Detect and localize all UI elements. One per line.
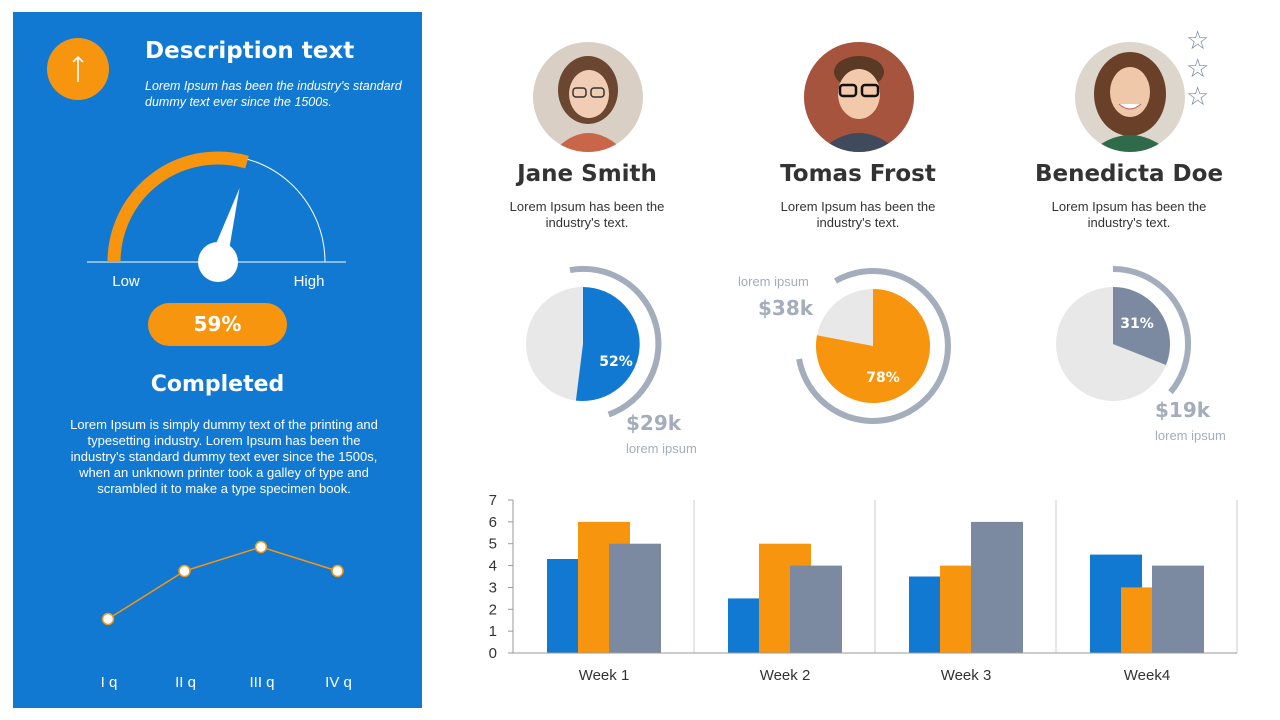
- star-outline-icon: ☆: [1186, 81, 1210, 111]
- x-tick-label: Week 2: [760, 667, 811, 684]
- person-name: Benedicta Doe: [1034, 161, 1224, 187]
- pie-slice: [815, 289, 930, 403]
- y-tick-label: 1: [489, 623, 497, 640]
- bar: [609, 543, 661, 653]
- y-tick-label: 5: [489, 536, 497, 553]
- y-tick-label: 6: [489, 514, 497, 531]
- avatar-tomas-frost: [804, 42, 914, 152]
- star-outline-icon: ☆: [1186, 53, 1210, 83]
- pie-percent-label: 31%: [1120, 316, 1154, 332]
- panel-body-text: Lorem Ipsum is simply dummy text of the …: [70, 417, 378, 496]
- line-point: [101, 612, 115, 626]
- y-tick-label: 2: [489, 601, 497, 618]
- person-name: Jane Smith: [517, 161, 657, 187]
- money-caption: lorem ipsum: [738, 274, 809, 289]
- y-tick-label: 3: [489, 579, 497, 596]
- pie-chart-tomas-frost: 78%: [796, 268, 951, 424]
- panel-title: Description text: [145, 38, 355, 64]
- gauge-high-label: High: [294, 273, 325, 290]
- x-tick-label: I q: [101, 674, 118, 691]
- panel-subtitle: Lorem Ipsum has been the industry's stan…: [145, 79, 402, 109]
- person-description: Lorem Ipsum has been the industry's text…: [780, 199, 936, 230]
- completed-title: Completed: [150, 372, 285, 397]
- pie-ring: [796, 268, 951, 424]
- pie-ring: [569, 265, 662, 418]
- rating-stars: ☆ ☆ ☆: [1186, 26, 1212, 110]
- y-tick-label: 0: [489, 645, 497, 662]
- pie-percent-label: 78%: [866, 370, 900, 386]
- x-tick-label: Week4: [1124, 667, 1170, 684]
- pie-chart-jane-smith: 52%: [526, 265, 662, 418]
- x-tick-label: II q: [175, 674, 196, 691]
- x-tick-label: Week 3: [941, 667, 992, 684]
- line-point: [254, 540, 268, 554]
- weekly-bar-chart: 0 1 2 3 4 5 6 7 Week 1 Week 2 Week 3 Week4: [489, 492, 1238, 684]
- arrow-up-icon: [47, 38, 109, 100]
- pie-slice: [575, 287, 640, 401]
- bar: [1152, 565, 1204, 653]
- gauge-chart: Low High: [87, 151, 346, 290]
- money-caption: lorem ipsum: [626, 441, 697, 456]
- pie-slice: [1113, 287, 1171, 365]
- avatar-jane-smith: [533, 42, 643, 152]
- pie-ring: [1112, 266, 1191, 395]
- star-outline-icon: ☆: [1186, 25, 1210, 55]
- line-point: [331, 564, 344, 578]
- avatar-benedicta-doe: [1075, 42, 1185, 152]
- gauge-low-label: Low: [112, 273, 140, 290]
- line-series: [107, 546, 338, 620]
- gauge-value-badge: 59%: [148, 303, 287, 346]
- person-name: Tomas Frost: [780, 161, 936, 187]
- bar: [971, 521, 1023, 653]
- bar: [790, 565, 842, 653]
- x-tick-label: III q: [249, 674, 274, 691]
- person-description: Lorem Ipsum has been the industry's text…: [1051, 199, 1207, 230]
- quarterly-line-chart: I q II q III q IV q: [101, 540, 352, 691]
- summary-panel: Description text Lorem Ipsum has been th…: [13, 12, 422, 708]
- person-description: Lorem Ipsum has been the industry's text…: [509, 199, 665, 230]
- money-caption: lorem ipsum: [1155, 428, 1226, 443]
- x-tick-label: IV q: [325, 674, 352, 691]
- money-value: $38k: [758, 296, 814, 320]
- money-value: $29k: [626, 411, 682, 435]
- y-tick-label: 4: [489, 558, 497, 575]
- pie-chart-benedicta-doe: 31%: [1056, 266, 1191, 401]
- money-value: $19k: [1155, 398, 1211, 422]
- pie-percent-label: 52%: [599, 354, 633, 370]
- x-tick-label: Week 1: [579, 667, 630, 684]
- y-tick-label: 7: [489, 492, 497, 509]
- gauge-value-arc: [107, 151, 249, 263]
- gauge-hub: [198, 242, 238, 282]
- line-point: [178, 564, 191, 578]
